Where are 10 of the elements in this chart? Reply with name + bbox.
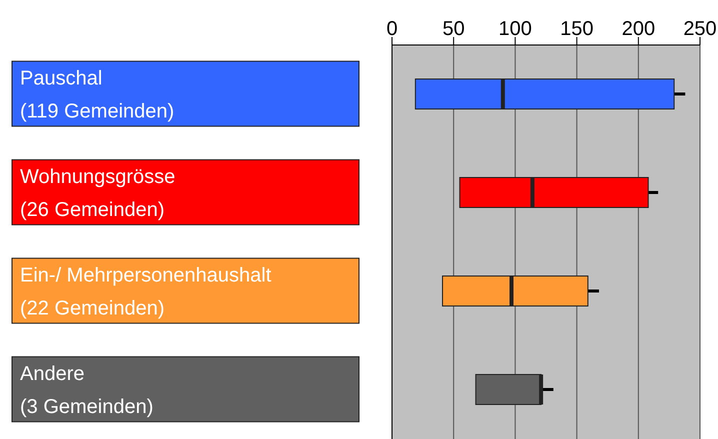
x-tick-label: 250 [683,18,717,40]
x-tick-label: 0 [386,18,398,40]
x-tick-label: 200 [622,18,656,40]
y-tick-label: Andere (3 Gemeinden) [20,362,154,418]
y-tick-label: Ein-/ Mehrpersonenhaushalt (22 Gemeinden) [20,264,272,320]
x-tick-label: 50 [442,18,465,40]
y-tick-label: Wohnungsgrösse (26 Gemeinden) [20,166,176,221]
x-tick-label: 100 [498,18,532,40]
x-tick-label: 150 [560,18,594,40]
y-tick-label: Pauschal (119 Gemeinden) [20,67,174,122]
